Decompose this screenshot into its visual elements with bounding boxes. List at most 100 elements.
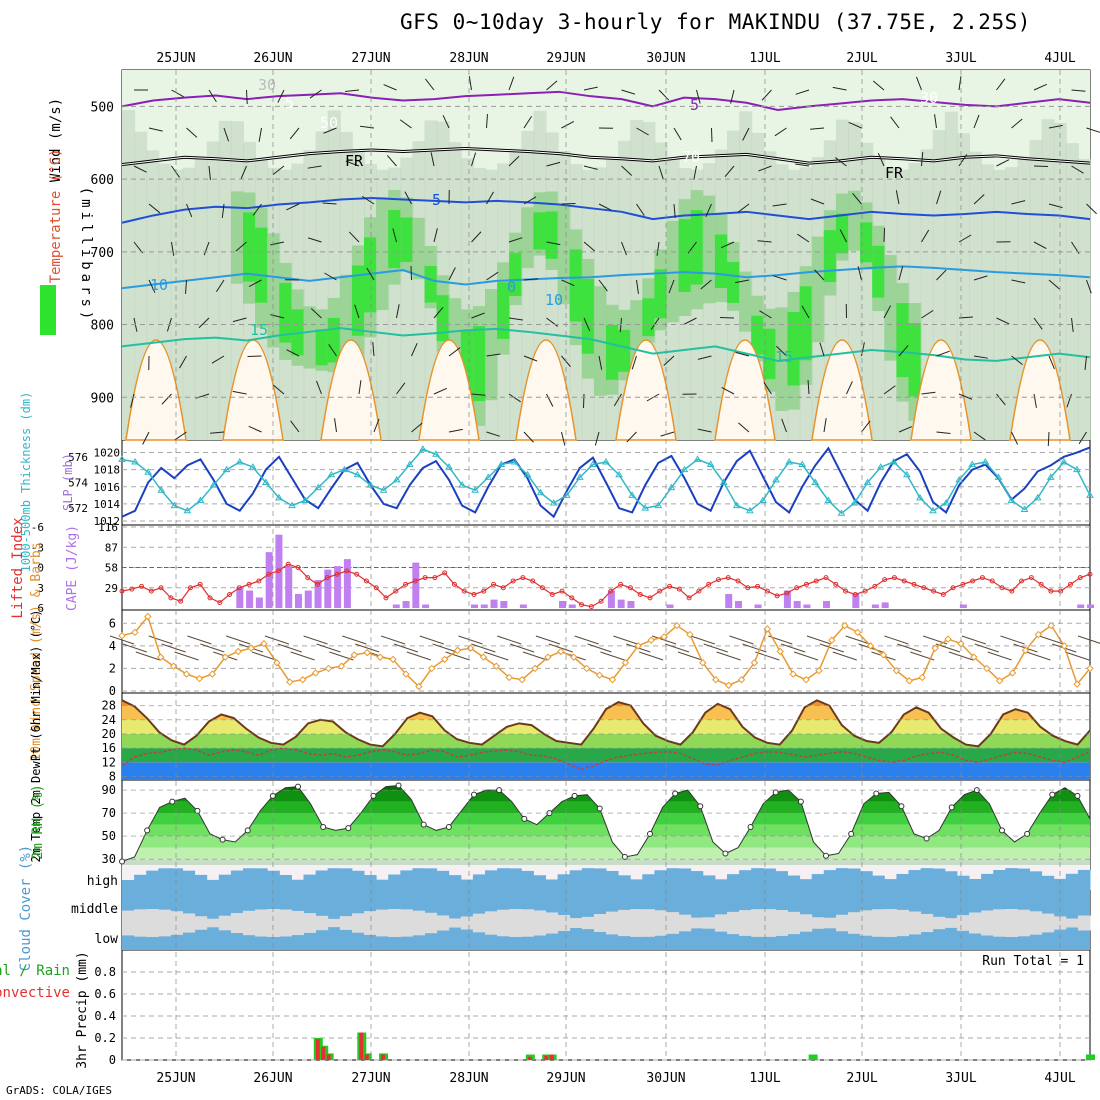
wind-barb [561,120,575,129]
lifted-index-marker [393,588,399,594]
lifted-index-marker [1038,581,1044,587]
wind-barb [161,393,172,405]
lifted-index-marker [491,581,497,587]
surface-wind-barb [806,635,832,645]
wind-barb [1078,431,1087,445]
wind10-marker [570,653,578,661]
lifted-index-marker [940,592,946,597]
thickness-marker [746,506,754,514]
ylabel-wind: Wind (m/s) [48,98,64,182]
lifted-index-marker [549,592,555,597]
wind-barb [523,431,534,443]
cloud-high-bar [690,871,704,890]
wind-barb [737,203,750,213]
slp-line [121,446,1091,519]
cloud-high-bar [472,874,486,890]
wind-barb [316,380,322,395]
rh-band [678,219,692,293]
thickness-marker [222,465,231,473]
cape-bar [881,602,889,608]
wind-barb [508,237,523,243]
surface-wind-barb [148,635,173,645]
wind-barb [348,231,360,243]
cloud-gap-bar [230,912,244,934]
rh-band [823,230,837,283]
cloud-gap-bar [642,909,655,937]
wind-barb [621,241,627,256]
wind-barb [721,241,735,249]
surface-wind-barb [355,643,380,653]
lifted-index-marker [324,575,330,581]
cloud-high-bar [981,873,994,890]
thickness-marker [615,470,623,478]
rh-band [569,249,583,322]
wind-barb [508,393,521,403]
wind-barb [626,431,637,443]
wind-barb [936,350,950,357]
wind-barb [277,89,285,103]
cape-bar [255,597,263,608]
rh-band [872,245,886,298]
rh-band [775,307,789,412]
lifted-index-marker [422,575,428,581]
ylabel-precip-convective: Convective [0,985,70,1001]
cloud-high-bar [376,879,389,890]
temp-tick-label: 24 [102,713,116,727]
lifted-index-marker [363,578,369,584]
wind-barb [705,203,712,217]
cloud-gap-bar [751,909,764,937]
wind-barb [240,165,247,180]
wind10-marker [1008,669,1017,677]
cloud-high-bar [811,874,825,890]
lifted-index-line [121,563,1091,608]
wind-barb [486,113,488,129]
wind-barb [795,163,810,167]
thickness-marker [458,481,466,488]
wind-barb [621,89,636,95]
wind10-marker [582,664,591,673]
wind10-marker [660,633,668,641]
date-label-top: 29JUN [546,51,585,66]
wind-barb [258,127,262,142]
wind-tick-label: 0 [109,684,116,698]
cloud-high-bar [969,878,982,890]
upper-air-layer [121,70,1100,447]
rh2m-marker [999,827,1005,834]
cloud-gap-bar [606,911,619,935]
lifted-index-marker [500,585,506,591]
rh-band [799,286,813,361]
cape-bar [392,604,400,608]
lifted-index-marker [510,578,516,584]
rh-band [303,306,317,369]
lifted-index-marker [794,585,800,591]
cloud-gap-bar [993,909,1006,937]
lifted-index-marker [803,581,809,587]
rh-band [714,234,728,288]
ylabel-precip: 3hr Precip (mm) [75,951,90,1068]
cloud-high-bar [218,874,232,890]
wind-barb [877,153,885,167]
rh-band [642,298,656,337]
cape-bar [725,594,733,608]
cloud-high-bar [255,868,268,890]
wind-barb [883,305,892,319]
cloud-high-bar [388,874,401,890]
lifted-index-marker [275,568,281,574]
contour-label: 15 [250,321,268,339]
cape-bar [500,601,508,608]
precip-conv-bar [326,1054,331,1060]
date-label-bottom: 3JUL [945,1071,976,1086]
wind-barb [687,241,697,254]
wind-barb [636,279,639,294]
date-label-top: 27JUN [351,51,390,66]
cape-bar [803,604,811,608]
cloud-gap-bar [521,909,534,937]
wind-barb [186,127,198,138]
thickness-marker [562,491,571,498]
wind10-marker [182,670,191,678]
cloud-gap-bar [787,911,801,935]
lifted-index-marker [285,561,291,567]
wind-barb [546,393,554,407]
date-label-top: 4JUL [1044,51,1075,66]
lifted-index-marker [588,604,594,610]
